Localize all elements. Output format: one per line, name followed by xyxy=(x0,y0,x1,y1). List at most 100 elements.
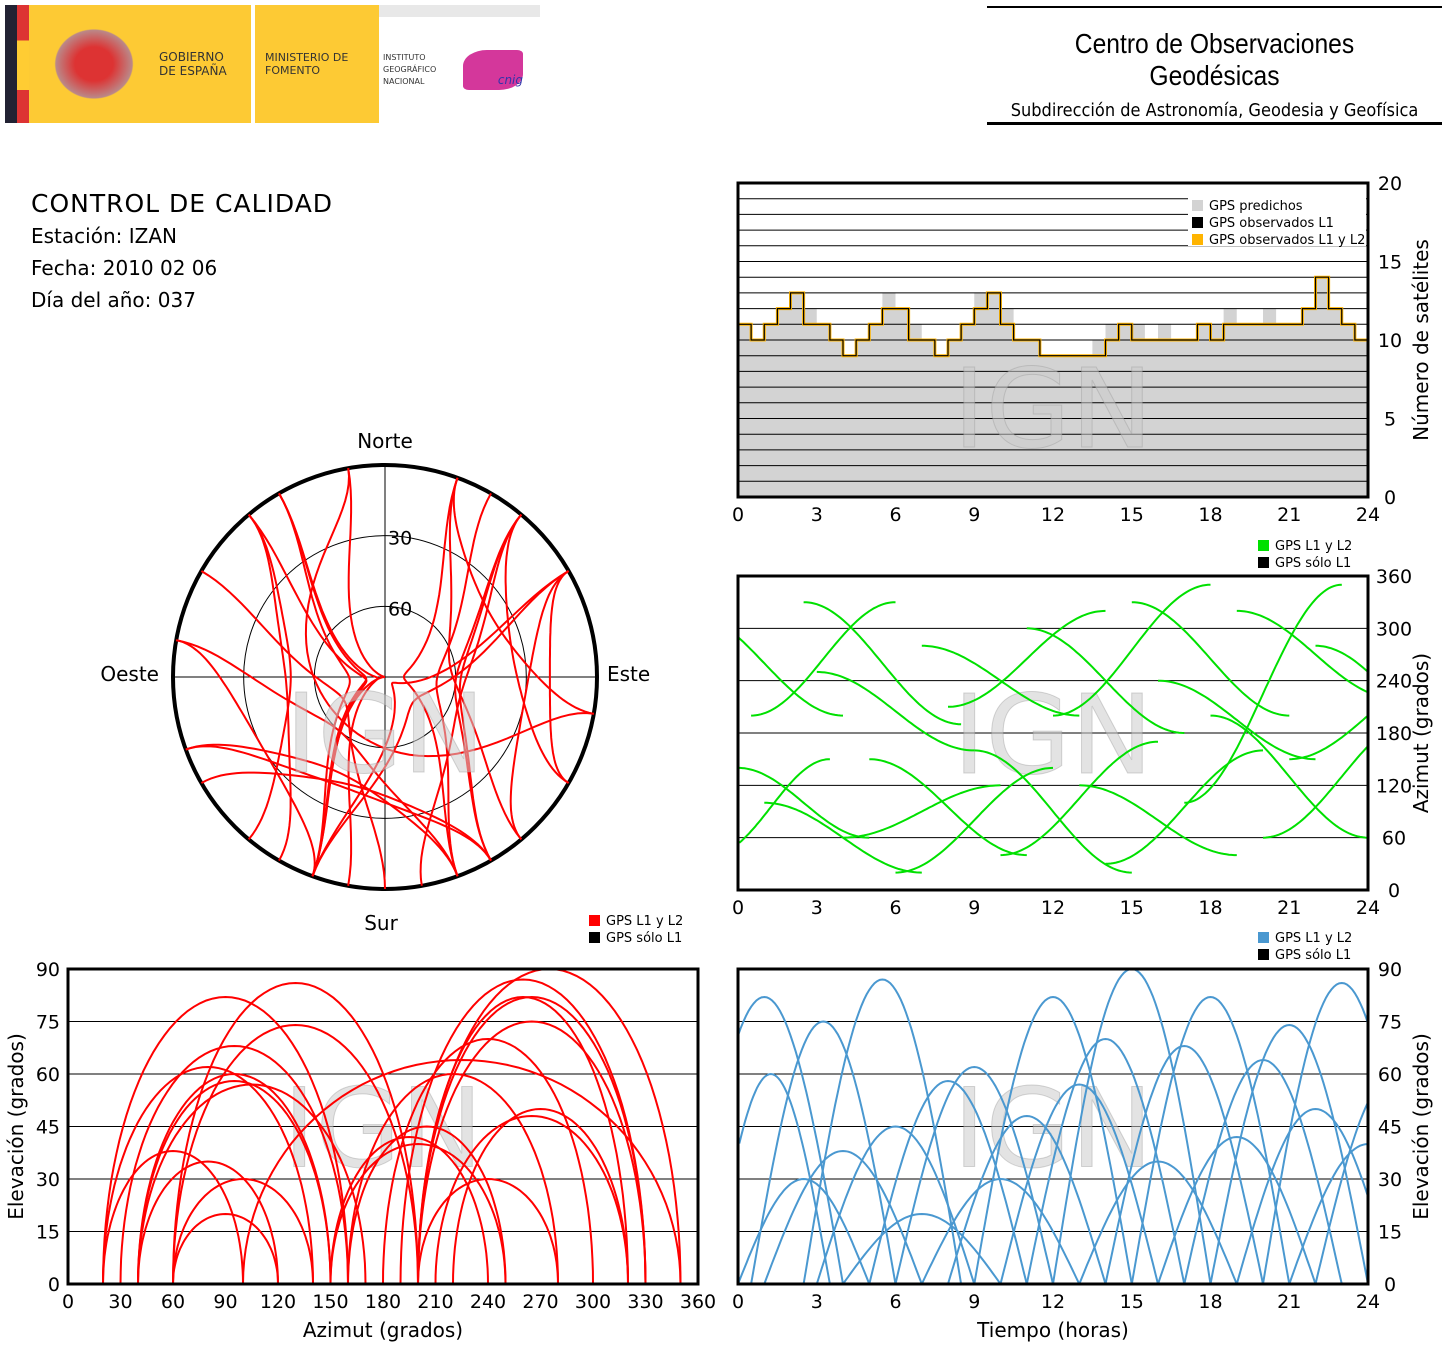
sky-track xyxy=(185,745,492,862)
x-tick-label: 15 xyxy=(1120,897,1144,919)
doy-label: Día del año: 037 xyxy=(31,288,196,312)
elev-time-track xyxy=(1288,1143,1369,1285)
x-tick-label: 3 xyxy=(811,897,823,919)
elev-az-track xyxy=(417,1020,647,1285)
x-tick-label: 270 xyxy=(522,1291,558,1313)
y-tick-label: 15 xyxy=(1378,1222,1402,1244)
y-tick-label: 240 xyxy=(1376,671,1412,693)
elev-time-track xyxy=(973,995,1133,1285)
satellite-count-axes: 0 5 10 15 20 0 3 6 9 12 15 18 21 24 Número de satélite… xyxy=(732,173,1433,526)
x-tick-label: 240 xyxy=(470,1291,506,1313)
sky-track xyxy=(311,570,570,877)
page-subtitle: Subdirección de Astronomía, Geodesia y G… xyxy=(1010,100,1419,121)
elev-az-track xyxy=(329,1135,489,1285)
y-tick-label: 90 xyxy=(36,959,60,981)
y-tick-label: 360 xyxy=(1376,566,1412,588)
elev-time-track xyxy=(920,1177,1081,1285)
y-tick-label: 15 xyxy=(36,1222,60,1244)
azimuth-track xyxy=(1210,714,1369,839)
x-tick-label: 3 xyxy=(811,1291,823,1313)
x-tick-label: 300 xyxy=(575,1291,611,1313)
legend-label: GPS predichos xyxy=(1209,199,1303,214)
sky-track xyxy=(311,468,386,877)
gobierno-logo: GOBIERNO DE ESPAÑA xyxy=(29,5,251,123)
y-tick-label: 30 xyxy=(1378,1169,1402,1191)
elev-time-track xyxy=(947,1114,1107,1285)
azimuth-track xyxy=(1052,583,1211,717)
y-tick-label: 45 xyxy=(36,1117,60,1139)
station-label: Estación: IZAN xyxy=(31,224,177,248)
x-tick-label: 3 xyxy=(811,504,823,526)
x-tick-label: 6 xyxy=(889,897,901,919)
legend-swatch xyxy=(1258,540,1269,551)
x-tick-label: 9 xyxy=(968,897,980,919)
elev-az-track xyxy=(452,1107,629,1285)
elev-az-track xyxy=(329,1142,507,1285)
y-tick-label: 300 xyxy=(1376,618,1412,640)
elev-time-track xyxy=(750,1020,897,1285)
azimuth-track xyxy=(1131,601,1290,717)
sky-track xyxy=(247,513,292,841)
elev-time-track xyxy=(868,1079,1028,1285)
sky-track xyxy=(452,477,595,715)
azimuth-track xyxy=(869,758,1027,857)
observed-l1-line xyxy=(738,276,1369,357)
azimuth-track xyxy=(895,766,1054,874)
legend-label: GPS observados L1 xyxy=(1209,216,1334,231)
y-axis-label: Elevación (grados) xyxy=(4,1033,28,1220)
plot-frame xyxy=(736,181,1370,499)
x-tick-label: 12 xyxy=(1041,897,1065,919)
y-axis-label: Azimut (grados) xyxy=(1409,653,1433,813)
sky-track xyxy=(278,492,351,877)
west-label: Oeste xyxy=(100,662,159,686)
x-tick-label: 12 xyxy=(1041,1291,1065,1313)
legend-swatch xyxy=(1192,217,1203,228)
x-tick-label: 180 xyxy=(365,1291,401,1313)
ign-text: INSTITUTO GEOGRÁFICO NACIONAL xyxy=(383,53,437,86)
x-tick-label: 60 xyxy=(161,1291,185,1313)
elev-time-axes: 0 15 30 45 60 75 90 0 3 6 9 12 15 18 21 24 Elevación (gr… xyxy=(732,959,1433,1342)
elev-time-track xyxy=(815,1125,976,1285)
sky-track xyxy=(200,570,386,890)
azimuth-track xyxy=(1184,583,1342,804)
sky-track xyxy=(447,477,523,841)
date-label: Fecha: 2010 02 06 xyxy=(31,256,218,280)
elev-az-track xyxy=(137,1079,332,1285)
elev-az-track xyxy=(434,1114,629,1285)
legend-swatch xyxy=(589,915,600,926)
sky-track xyxy=(304,468,594,758)
sky-track xyxy=(435,492,492,877)
page-title: Centro de Observaciones Geodésicas xyxy=(1074,28,1355,91)
azimuth-track xyxy=(1262,745,1369,839)
x-tick-label: 330 xyxy=(627,1291,663,1313)
legend-label: GPS L1 y L2 xyxy=(606,914,683,929)
ign-logo: INSTITUTO GEOGRÁFICO NACIONAL cnig xyxy=(379,5,540,123)
watermark: IGN xyxy=(953,1065,1153,1193)
x-tick-label: 0 xyxy=(62,1291,74,1313)
y-tick-label: 60 xyxy=(36,1064,60,1086)
x-tick-label: 6 xyxy=(889,1291,901,1313)
elev-az-track xyxy=(102,1149,244,1285)
x-tick-label: 30 xyxy=(108,1291,132,1313)
azimuth-track xyxy=(1000,740,1159,857)
east-label: Este xyxy=(607,662,650,686)
elev-az-track xyxy=(242,1058,682,1285)
x-tick-label: 0 xyxy=(732,897,744,919)
elev-az-track xyxy=(137,1160,279,1285)
azimuth-track xyxy=(1236,609,1369,694)
y-tick-label: 5 xyxy=(1384,409,1396,431)
station-info: CONTROL DE CALIDAD Estación: IZAN Fecha:… xyxy=(31,188,333,316)
legend-label: GPS sólo L1 xyxy=(606,931,682,946)
x-tick-label: 6 xyxy=(889,504,901,526)
logo-gobierno-text: GOBIERNO DE ESPAÑA xyxy=(159,50,227,78)
azimuth-track xyxy=(1315,644,1369,673)
elev-time-track xyxy=(842,1212,1002,1285)
x-tick-label: 9 xyxy=(968,1291,980,1313)
sky-track xyxy=(419,513,523,886)
azimuth-track xyxy=(921,644,1080,717)
legend-swatch xyxy=(589,932,600,943)
north-label: Norte xyxy=(357,429,413,453)
elev-time-track xyxy=(1104,1044,1264,1285)
azimuth-track xyxy=(1105,749,1264,865)
y-tick-label: 60 xyxy=(1378,1064,1402,1086)
